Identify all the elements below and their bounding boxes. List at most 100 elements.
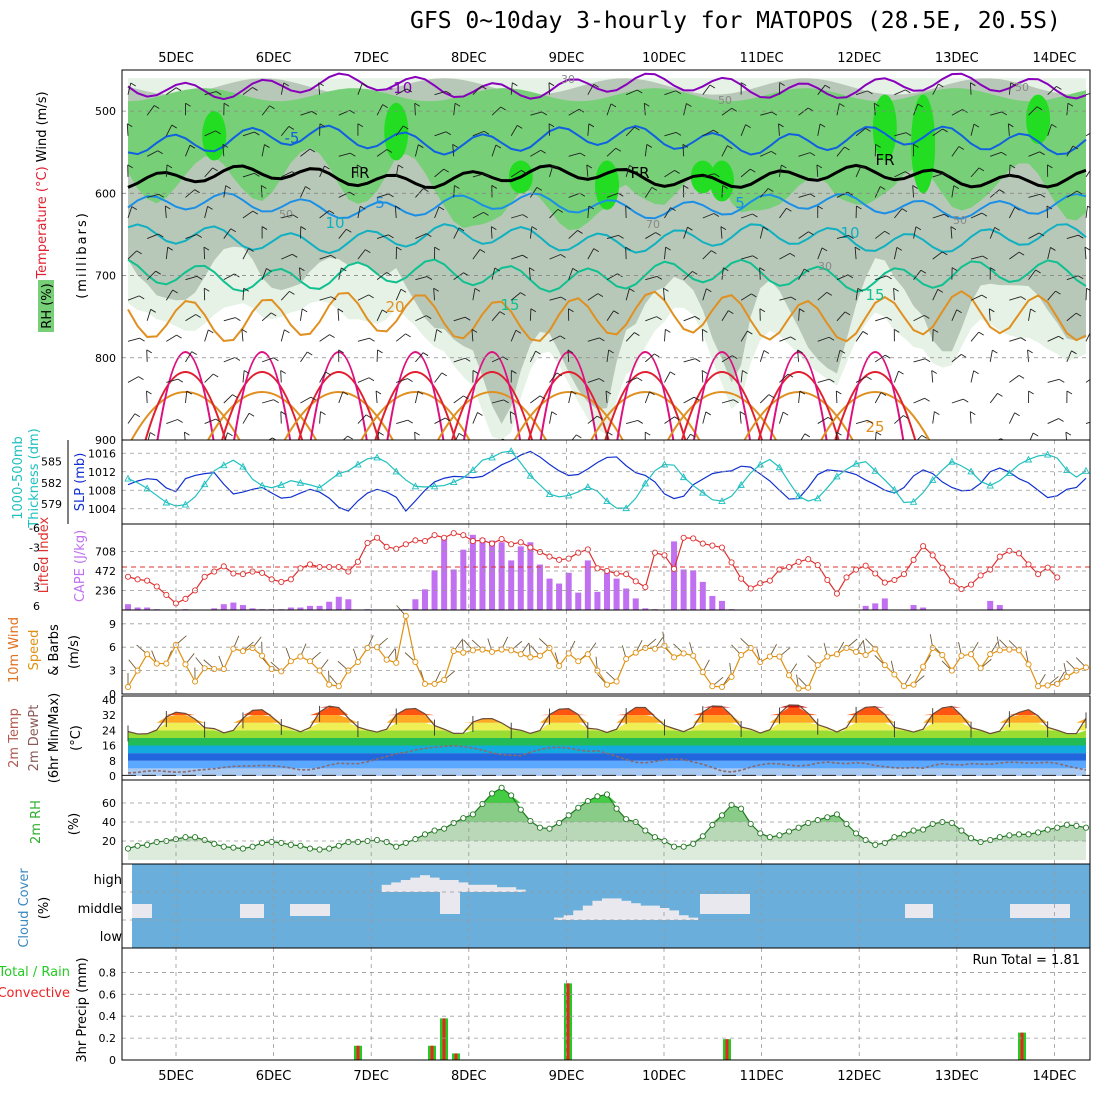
wind-barb — [1008, 207, 1016, 219]
lifted-line-marker — [1015, 550, 1022, 557]
lifted-line-marker — [843, 574, 850, 581]
rh-line-marker — [192, 834, 199, 841]
wind-barb — [356, 164, 359, 177]
wind-barb — [1066, 350, 1072, 363]
wind-barb-flag — [669, 371, 676, 376]
wind-barb — [664, 131, 677, 137]
wind-barb-flag — [786, 207, 792, 212]
wind-barb — [606, 349, 610, 362]
wind-barb — [166, 87, 177, 96]
lifted-line-marker — [354, 558, 361, 565]
wind-speed-line-marker — [977, 665, 984, 672]
rh-line-marker — [326, 845, 333, 852]
thickness-line-marker — [143, 484, 151, 492]
lifted-line-marker — [594, 565, 601, 572]
wind-barb-flag — [215, 130, 221, 135]
wind-barb-flag — [479, 249, 486, 253]
lifted-line-marker — [201, 573, 208, 580]
wind-barb — [394, 206, 397, 219]
wind-barb — [165, 164, 168, 177]
wind-barb-flag — [848, 235, 854, 239]
wind-barb — [166, 378, 178, 383]
cloud-gap-cell — [467, 884, 478, 892]
wind-barb — [1028, 232, 1040, 239]
day-label-top: 14DEC — [1032, 51, 1076, 66]
wind-barb-flag — [731, 107, 737, 112]
wind-barb-flag — [886, 316, 892, 321]
cloud-gap-cell — [240, 904, 264, 918]
wind-barb-flag — [365, 249, 371, 254]
wind-barb-flag — [1009, 164, 1016, 169]
wind-barb — [127, 337, 140, 342]
wind-barb-flag — [770, 151, 777, 155]
rh-line-marker — [1063, 821, 1070, 828]
run-total-label: Run Total = 1.81 — [972, 953, 1080, 968]
wind-speed-line-marker — [690, 652, 697, 659]
wind-barb — [146, 233, 159, 239]
lifted-line-marker — [230, 570, 237, 577]
thickness-tick-label: 582 — [41, 477, 62, 490]
cloud-gap-cell — [563, 915, 574, 920]
thickness-line-marker — [220, 461, 228, 469]
wind-speed-line-marker — [239, 648, 247, 655]
wind-barb-flag — [981, 294, 988, 299]
thickness-line-marker — [315, 483, 324, 491]
wind-barb — [204, 373, 214, 383]
temp-tick-label: 8 — [109, 755, 116, 768]
wind-barb — [855, 128, 866, 137]
rh-line-marker — [575, 804, 582, 811]
wind-barb-flag — [809, 152, 816, 157]
wind-barb-flag — [943, 213, 950, 218]
wind-barb — [683, 271, 693, 280]
lifted-tick-label: -6 — [29, 522, 40, 535]
rh-line-marker — [613, 805, 620, 812]
cloud-gap-cell — [630, 903, 641, 920]
wind-speed-line-marker — [153, 660, 160, 667]
rh-line-marker — [134, 842, 141, 849]
wind-barb — [185, 314, 196, 322]
rh-line-marker — [843, 820, 850, 827]
rh-line-marker — [709, 821, 716, 828]
lifted-line-marker — [824, 576, 831, 584]
wind-barb-flag — [483, 130, 490, 135]
wind-barb — [472, 249, 481, 260]
wind-barb-flag — [963, 398, 969, 403]
cape-bar — [680, 569, 687, 610]
wind-barb — [549, 411, 553, 424]
lifted-line-marker — [412, 537, 419, 544]
rh-contour-label: 30 — [818, 260, 832, 273]
wind-barb — [720, 226, 723, 239]
wind-barb — [587, 337, 600, 342]
rh-line-marker — [441, 825, 448, 832]
rh-line-marker — [987, 837, 994, 844]
wind-barb-flag — [879, 186, 886, 190]
wind-barb-flag — [311, 111, 318, 115]
wind-barb-flag — [1047, 164, 1053, 169]
rh-line-marker — [450, 819, 457, 827]
wind-barb — [626, 420, 638, 424]
wind-barb-flag — [535, 350, 541, 355]
wind-barb-flag — [1020, 337, 1027, 342]
wind-barb — [817, 84, 826, 95]
wind-barb — [204, 167, 213, 178]
wind-barb — [318, 82, 321, 95]
wind-barb — [643, 103, 646, 116]
wind-barb — [970, 167, 980, 178]
wind-barb — [472, 85, 482, 95]
wind-barb-flag — [1018, 374, 1025, 379]
wind-barb — [568, 152, 581, 157]
lifted-line-marker — [479, 537, 486, 544]
wind-barb-flag — [196, 234, 203, 238]
wind-barb — [1084, 247, 1087, 260]
rh-high-patch — [384, 102, 409, 161]
wind-barb — [1085, 93, 1090, 96]
precip-tick-label: 0.4 — [99, 1010, 117, 1023]
wind-barb-flag — [865, 128, 871, 132]
wind-barb-flag — [576, 434, 582, 439]
wind-barb-flag — [752, 255, 758, 260]
wind-barb — [587, 378, 600, 383]
wind-barb-flag — [970, 82, 976, 87]
day-label-bottom: 9DEC — [549, 1069, 585, 1084]
cloud-gap-cell — [592, 900, 603, 920]
wind-barb-flag — [500, 106, 506, 111]
